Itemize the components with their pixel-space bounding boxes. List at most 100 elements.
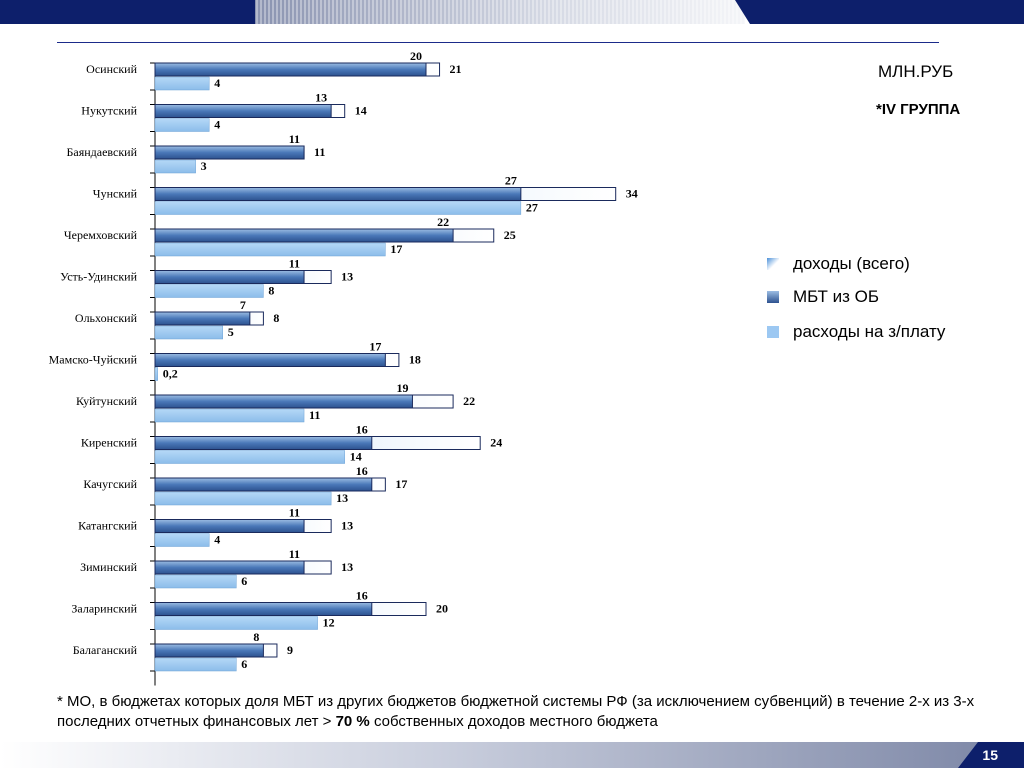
footnote-text-end: собственных доходов местного бюджета [369,713,658,730]
value-label-income: 17 [395,477,407,491]
value-label-income: 22 [463,394,475,408]
category-label: Киренский [81,436,138,450]
category-label: Усть-Удинский [60,270,137,284]
category-label: Нукутский [81,104,137,118]
unit-label: МЛН.РУБ [878,62,954,81]
bar-salary [154,367,158,381]
value-label-mbt: 16 [356,589,368,603]
value-label-income: 20 [436,602,448,616]
value-label-income: 13 [341,519,353,533]
legend-label-mbt: МБТ из ОБ [793,287,880,306]
legend-label-salary: расходы на з/плату [793,322,946,341]
bar-salary [154,533,210,547]
header-divider [57,42,939,43]
bar-mbt [154,270,305,284]
value-label-salary: 4 [214,118,220,132]
category-label: Катангский [78,519,138,533]
category-label: Чунский [93,187,138,201]
value-label-income: 24 [490,436,502,450]
bottom-banner [0,742,1024,768]
bar-mbt [154,311,251,326]
value-label-mbt: 13 [315,91,327,105]
value-label-income: 11 [314,145,325,159]
group-label: *IV ГРУППА [876,101,961,118]
bar-salary [154,657,237,672]
bar-mbt [154,436,373,450]
value-label-salary: 4 [214,76,220,90]
bar-salary [154,242,386,257]
value-label-mbt: 16 [356,423,368,437]
value-label-income: 21 [450,62,462,76]
value-label-salary: 3 [201,159,207,173]
category-label: Мамско-Чуйский [49,353,138,367]
bar-mbt [154,353,386,367]
bar-salary [154,325,223,340]
value-label-salary: 6 [241,657,247,671]
bar-salary [154,159,196,174]
page-number: 15 [982,747,998,763]
category-label: Зиминский [80,560,137,574]
plot-area: Осинский 21 20 4 Нукутский 14 13 4 Баяндаевский 1… [49,49,638,686]
value-label-income: 18 [409,353,421,367]
category-label: Баяндаевский [66,145,137,159]
category-label: Куйтунский [76,394,138,408]
value-label-mbt: 17 [369,340,381,354]
category-label: Заларинский [71,602,137,616]
category-label: Черемховский [64,228,138,242]
value-label-income: 13 [341,270,353,284]
value-label-mbt: 11 [289,257,300,271]
bar-salary [154,201,522,215]
value-label-salary: 14 [350,450,362,464]
category-label: Ольхонский [75,311,138,325]
bar-salary [154,118,210,132]
bar-salary [154,408,305,423]
value-label-salary: 27 [526,201,538,215]
value-label-salary: 5 [228,325,234,339]
bar-mbt [154,104,332,118]
category-label: Осинский [86,62,137,76]
legend-swatch-salary [767,326,779,338]
value-label-mbt: 16 [356,464,368,478]
legend-swatch-income [767,258,779,270]
footnote: * МО, в бюджетах которых доля МБТ из дру… [57,692,987,732]
category-label: Качугский [83,477,137,491]
footnote-text: * МО, в бюджетах которых доля МБТ из дру… [57,693,975,730]
value-label-mbt: 8 [253,630,259,644]
bar-mbt [154,602,373,616]
bar-mbt [154,519,305,533]
value-label-salary: 4 [214,533,220,547]
value-label-salary: 0,2 [163,367,178,381]
category-label: Балаганский [73,643,138,657]
value-label-mbt: 19 [396,381,408,395]
value-label-income: 9 [287,643,293,657]
value-label-mbt: 11 [289,132,300,146]
bar-salary [154,491,332,506]
bar-mbt [154,643,264,658]
value-label-salary: 11 [309,408,320,422]
value-label-income: 13 [341,560,353,574]
legend-label-income: доходы (всего) [793,254,910,273]
footnote-threshold: 70 % [335,713,370,730]
bar-salary [154,574,237,589]
value-label-income: 8 [273,311,279,325]
bar-mbt [154,187,522,201]
bar-mbt [154,145,305,160]
value-label-income: 14 [355,104,367,118]
bar-mbt [154,228,454,243]
top-banner [0,0,1024,24]
value-label-salary: 12 [323,616,335,630]
bar-mbt [154,394,413,409]
legend-swatch-mbt [767,291,779,303]
bar-mbt [154,560,305,575]
bar-salary [154,76,210,91]
value-label-mbt: 7 [240,298,246,312]
bar-chart: Осинский 21 20 4 Нукутский 14 13 4 Баяндаевский 1… [49,49,638,686]
value-label-income: 34 [626,187,638,201]
value-label-income: 25 [504,228,516,242]
value-label-mbt: 11 [289,547,300,561]
bar-salary [154,284,264,298]
value-label-mbt: 20 [410,49,422,63]
value-label-mbt: 27 [505,174,517,188]
value-label-salary: 13 [336,491,348,505]
legend-item-income: доходы (всего) [767,254,910,274]
